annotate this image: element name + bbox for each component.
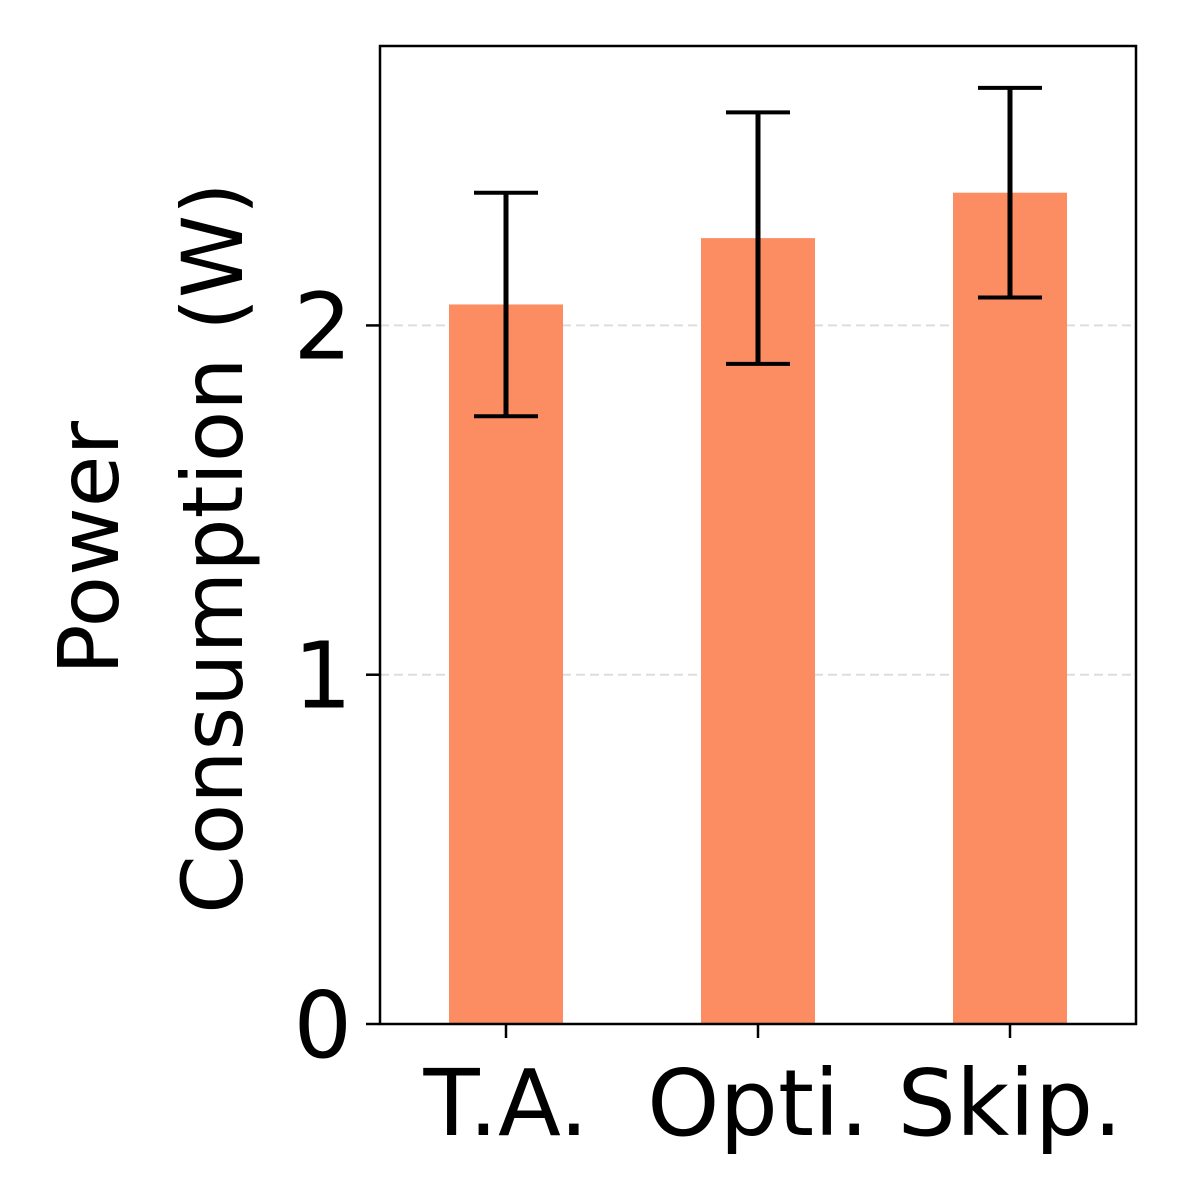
y-axis-label: Power Consumption (W) (40, 182, 262, 914)
bar-1 (701, 238, 815, 1024)
bars (449, 192, 1067, 1024)
y-tick-label-0: 0 (293, 972, 352, 1079)
error-bars (474, 85, 1042, 419)
bar-2 (953, 192, 1067, 1024)
y-axis-ticks: 0 1 2 (293, 273, 380, 1079)
y-axis-label-line-1: Power (40, 421, 138, 675)
x-tick-label-2: Skip. (898, 1050, 1123, 1157)
y-axis-label-line-2: Consumption (W) (164, 182, 262, 914)
x-tick-label-0: T.A. (422, 1050, 588, 1157)
y-tick-label-2: 2 (293, 273, 352, 380)
x-axis-ticks: T.A. Opti. Skip. (422, 1024, 1122, 1157)
bar-0 (449, 304, 563, 1024)
x-tick-label-1: Opti. (647, 1050, 869, 1157)
y-tick-label-1: 1 (293, 623, 352, 730)
